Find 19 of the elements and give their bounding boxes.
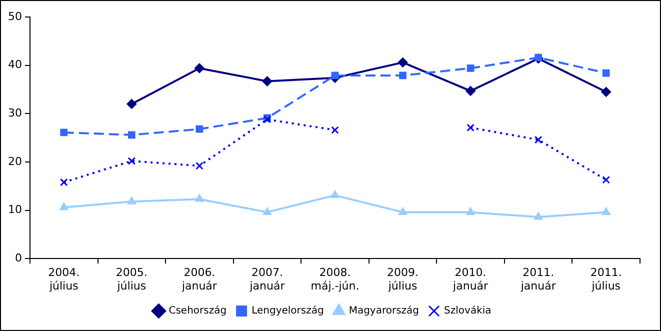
- x-tick-label: 2009. július: [387, 266, 419, 292]
- y-tick-label: 50: [8, 10, 22, 23]
- x-tick-label: 2011. január: [520, 266, 556, 292]
- y-tick-label: 10: [8, 203, 22, 216]
- x-tick-label: 2006. január: [180, 266, 218, 292]
- x-tick-label: 2008. máj.-jún.: [310, 266, 360, 292]
- x-tick-label: 2007. január: [248, 266, 286, 292]
- x-tick-label: 2004. július: [48, 266, 80, 292]
- y-tick-label: 0: [14, 251, 22, 264]
- legend-label: Lengyelország: [252, 306, 324, 317]
- y-tick-label: 30: [8, 106, 22, 120]
- legend-label: Csehország: [168, 306, 227, 317]
- legend-label: Magyarország: [348, 306, 420, 317]
- y-tick-label: 40: [8, 58, 22, 72]
- legend-label: Szlovákia: [444, 306, 492, 317]
- x-tick-label: 2011. július: [590, 266, 622, 292]
- x-tick-label: 2005. július: [116, 266, 148, 292]
- y-tick-label: 20: [8, 154, 22, 168]
- x-tick-label: 2010. január: [452, 266, 489, 292]
